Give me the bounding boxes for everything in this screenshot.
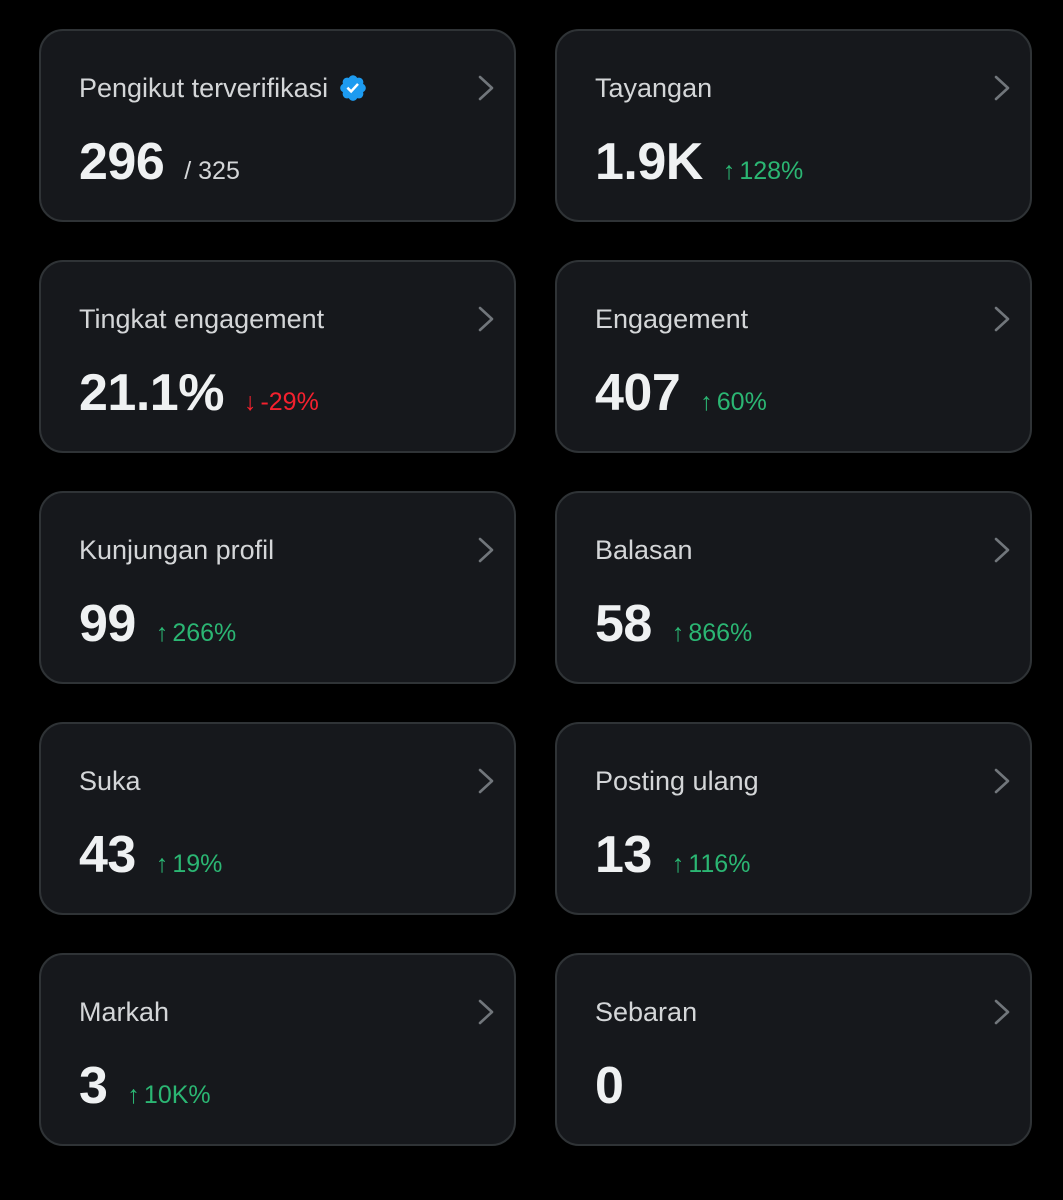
metric-value-row: 21.1% ↓ -29% bbox=[79, 362, 319, 424]
verified-badge-icon bbox=[340, 75, 366, 101]
metric-change: ↑ 10K% bbox=[127, 1081, 210, 1110]
metric-value: 99 bbox=[79, 595, 136, 653]
metric-card-impressions[interactable]: Tayangan 1.9K ↑ 128% bbox=[555, 29, 1032, 222]
metric-card-engagement[interactable]: Engagement 407 ↑ 60% bbox=[555, 260, 1032, 453]
metric-title: Tingkat engagement bbox=[79, 301, 324, 337]
metric-title-label: Tayangan bbox=[595, 73, 713, 103]
metric-title: Balasan bbox=[595, 532, 693, 568]
metric-card-engagement-rate[interactable]: Tingkat engagement 21.1% ↓ -29% bbox=[39, 260, 516, 453]
chevron-right-icon bbox=[994, 768, 1010, 794]
metric-change-value: -29% bbox=[260, 388, 319, 416]
metric-total: / 325 bbox=[184, 157, 240, 185]
metric-title-label: Pengikut terverifikasi bbox=[79, 73, 329, 103]
metric-value-row: 13 ↑ 116% bbox=[595, 824, 750, 886]
metric-title: Suka bbox=[79, 763, 141, 799]
metric-change-value: 128% bbox=[739, 157, 804, 185]
metric-value-row: 43 ↑ 19% bbox=[79, 824, 222, 886]
metric-value: 0 bbox=[595, 1057, 624, 1115]
metric-value-row: 1.9K ↑ 128% bbox=[595, 131, 803, 193]
chevron-right-icon bbox=[478, 75, 494, 101]
chevron-right-icon bbox=[994, 306, 1010, 332]
metric-change: ↓ -29% bbox=[244, 388, 319, 417]
metric-title-label: Kunjungan profil bbox=[79, 535, 275, 565]
metric-value: 296 bbox=[79, 133, 165, 191]
metric-title-label: Suka bbox=[79, 766, 141, 796]
metric-value-row: 58 ↑ 866% bbox=[595, 593, 752, 655]
metric-title-label: Sebaran bbox=[595, 997, 698, 1027]
metric-change-value: 10K% bbox=[143, 1081, 211, 1109]
metric-change: ↑ 116% bbox=[672, 850, 751, 879]
chevron-right-icon bbox=[478, 999, 494, 1025]
arrow-up-icon: ↑ bbox=[155, 850, 169, 878]
metric-card-bookmarks[interactable]: Markah 3 ↑ 10K% bbox=[39, 953, 516, 1146]
metric-change-value: 116% bbox=[688, 850, 751, 878]
arrow-up-icon: ↑ bbox=[155, 619, 169, 647]
metric-title: Pengikut terverifikasi bbox=[79, 70, 368, 106]
metric-change: ↑ 866% bbox=[672, 619, 752, 648]
metric-value: 3 bbox=[79, 1057, 108, 1115]
chevron-right-icon bbox=[478, 537, 494, 563]
arrow-up-icon: ↑ bbox=[127, 1081, 140, 1109]
metric-change: ↑ 266% bbox=[156, 619, 236, 648]
metric-title: Sebaran bbox=[595, 994, 697, 1030]
metric-value: 58 bbox=[595, 595, 652, 653]
metric-value-row: 3 ↑ 10K% bbox=[79, 1055, 211, 1117]
chevron-right-icon bbox=[994, 999, 1010, 1025]
metric-title-label: Markah bbox=[79, 997, 170, 1027]
arrow-up-icon: ↑ bbox=[671, 619, 685, 647]
metric-value: 43 bbox=[79, 826, 136, 884]
metric-change: ↑ 128% bbox=[723, 157, 803, 186]
metric-title: Markah bbox=[79, 994, 169, 1030]
chevron-right-icon bbox=[994, 75, 1010, 101]
metric-card-verified-followers[interactable]: Pengikut terverifikasi 296 / 325 bbox=[39, 29, 516, 222]
metric-card-shares[interactable]: Sebaran 0 bbox=[555, 953, 1032, 1146]
metric-change-value: 60% bbox=[716, 388, 767, 416]
metric-value: 1.9K bbox=[595, 133, 703, 191]
metric-title: Engagement bbox=[595, 301, 748, 337]
metric-change-value: 266% bbox=[172, 619, 237, 647]
metric-value-row: 296 / 325 bbox=[79, 131, 240, 193]
metric-title-label: Balasan bbox=[595, 535, 693, 565]
metric-value: 21.1% bbox=[79, 364, 224, 422]
metric-card-replies[interactable]: Balasan 58 ↑ 866% bbox=[555, 491, 1032, 684]
metric-value: 407 bbox=[595, 364, 681, 422]
metric-value-row: 0 bbox=[595, 1055, 624, 1117]
metric-change: ↑ 19% bbox=[156, 850, 223, 879]
arrow-up-icon: ↑ bbox=[722, 157, 736, 185]
metric-title-label: Posting ulang bbox=[595, 766, 759, 796]
chevron-right-icon bbox=[994, 537, 1010, 563]
metric-card-profile-visits[interactable]: Kunjungan profil 99 ↑ 266% bbox=[39, 491, 516, 684]
metric-title: Tayangan bbox=[595, 70, 712, 106]
metric-change-value: 866% bbox=[688, 619, 753, 647]
arrow-up-icon: ↑ bbox=[671, 850, 685, 878]
metric-value-row: 99 ↑ 266% bbox=[79, 593, 236, 655]
metric-title-label: Engagement bbox=[595, 304, 749, 334]
metric-value-row: 407 ↑ 60% bbox=[595, 362, 767, 424]
arrow-down-icon: ↓ bbox=[243, 388, 257, 416]
metric-title: Kunjungan profil bbox=[79, 532, 274, 568]
chevron-right-icon bbox=[478, 306, 494, 332]
metrics-grid: Pengikut terverifikasi 296 / 325 Tayanga… bbox=[39, 29, 1032, 1146]
metric-value: 13 bbox=[595, 826, 652, 884]
metric-title: Posting ulang bbox=[595, 763, 759, 799]
metric-card-likes[interactable]: Suka 43 ↑ 19% bbox=[39, 722, 516, 915]
chevron-right-icon bbox=[478, 768, 494, 794]
arrow-up-icon: ↑ bbox=[700, 388, 713, 416]
metric-change: ↑ 60% bbox=[700, 388, 767, 417]
metric-change-value: 19% bbox=[172, 850, 223, 878]
metric-card-reposts[interactable]: Posting ulang 13 ↑ 116% bbox=[555, 722, 1032, 915]
metric-title-label: Tingkat engagement bbox=[79, 304, 325, 334]
